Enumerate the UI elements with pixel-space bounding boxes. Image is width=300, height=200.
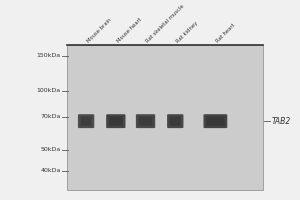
FancyBboxPatch shape [206,116,225,126]
FancyBboxPatch shape [170,116,181,126]
FancyBboxPatch shape [203,114,227,128]
Text: Mouse brain: Mouse brain [86,17,112,44]
Text: Rat kidney: Rat kidney [175,20,199,44]
FancyBboxPatch shape [167,114,183,128]
FancyBboxPatch shape [78,114,94,128]
Text: 50kDa: 50kDa [40,147,61,152]
FancyBboxPatch shape [109,116,123,126]
Text: 40kDa: 40kDa [40,168,61,173]
FancyBboxPatch shape [81,116,92,126]
Text: 70kDa: 70kDa [40,114,61,119]
FancyBboxPatch shape [106,114,125,128]
Text: Rat skeletal muscle: Rat skeletal muscle [146,4,186,44]
Text: 100kDa: 100kDa [37,88,61,93]
FancyBboxPatch shape [139,116,152,126]
Text: Mouse heart: Mouse heart [116,17,142,44]
FancyBboxPatch shape [136,114,155,128]
FancyBboxPatch shape [67,45,263,190]
Text: Rat heart: Rat heart [215,23,236,44]
Text: TAB2: TAB2 [272,117,291,126]
Text: 150kDa: 150kDa [37,53,61,58]
